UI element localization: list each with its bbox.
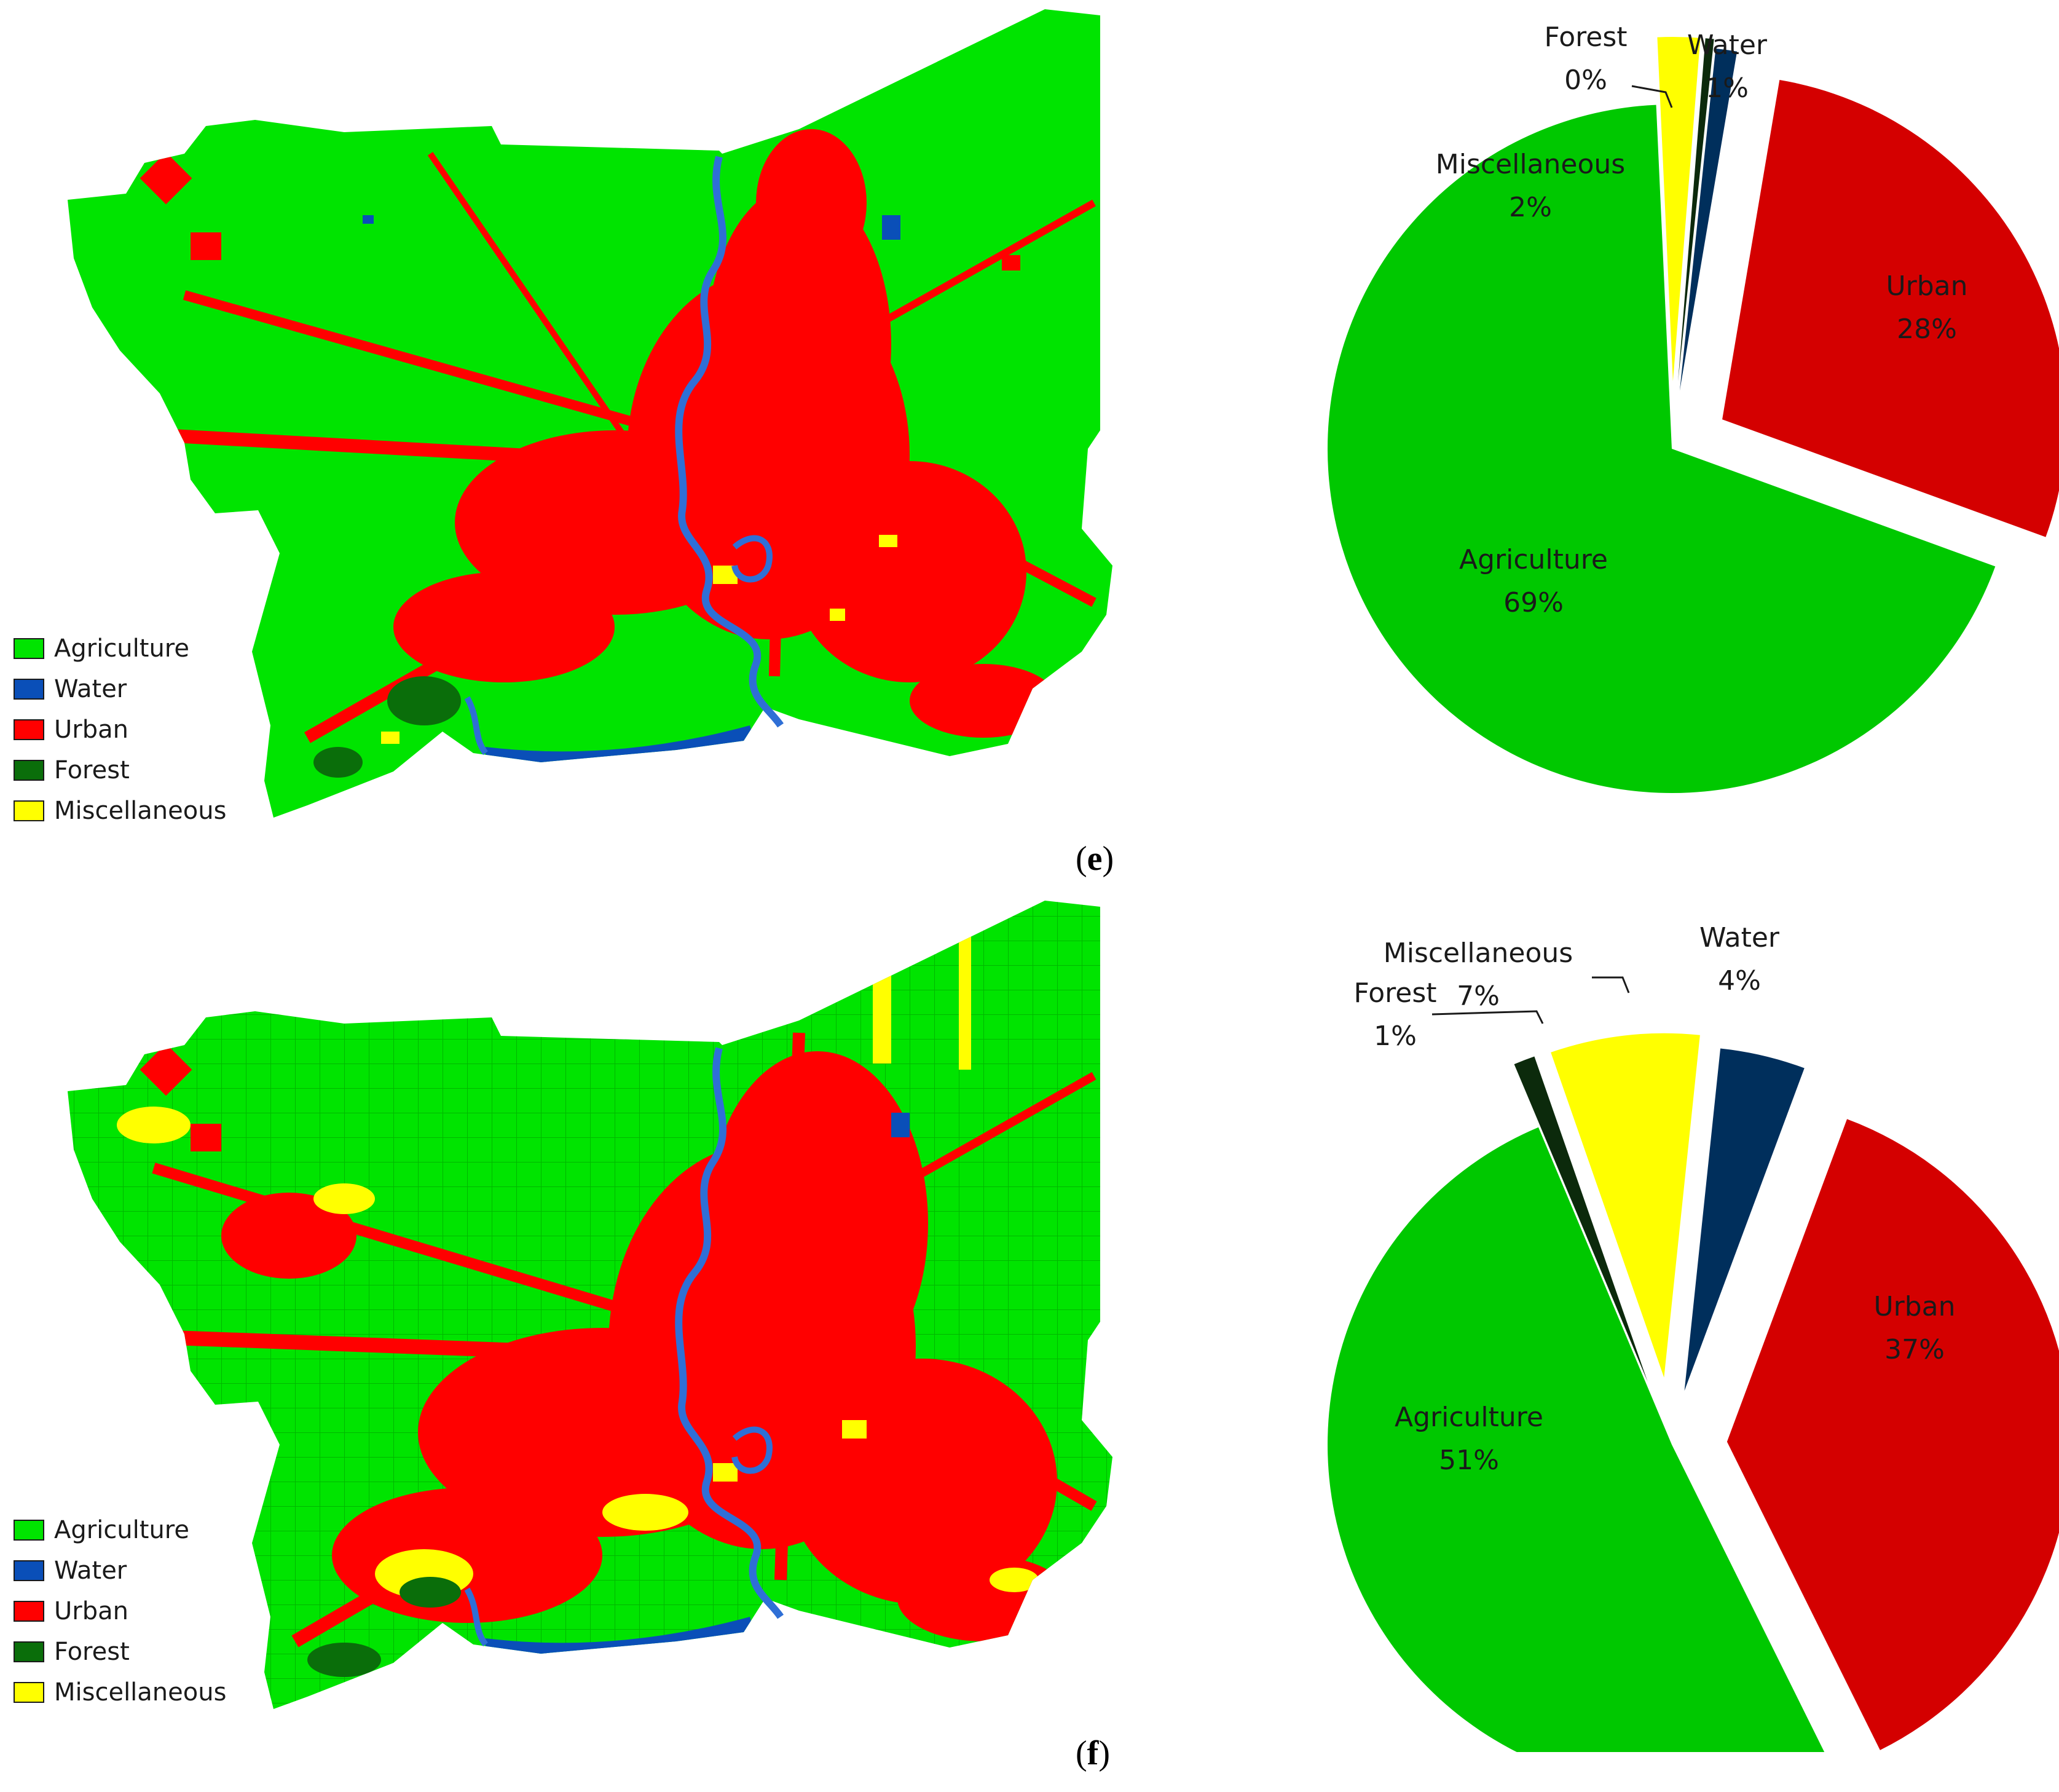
legend-label: Miscellaneous [54,1678,227,1707]
legend-label: Forest [54,1638,130,1666]
legend-item-miscellaneous: Miscellaneous [14,1672,226,1713]
legend-swatch-forest [14,760,44,781]
legend-label: Forest [54,756,130,784]
legend-item-agriculture: Agriculture [14,628,226,669]
pie-slice-agriculture [1328,1127,1825,1752]
legend-item-water: Water [14,669,226,709]
legend-label: Agriculture [54,1516,189,1544]
slice-label-water: Water 1% [1687,30,1768,104]
slice-label-urban: Urban 37% [1873,1291,1955,1365]
panel-label-e: (e) [1076,840,1114,878]
legend-swatch-water [14,1560,44,1581]
slice-label-miscellaneous: Miscellaneous 7% [1384,937,1573,1012]
pie-slice-forest [1514,1056,1648,1382]
legend-item-forest: Forest [14,750,226,791]
slice-label-forest: Forest 1% [1353,977,1436,1052]
pie-chart-e: Water 1% Urban 28% Agriculture 69% Miscellaneo… [1328,22,2059,793]
legend-swatch-urban [14,1601,44,1622]
panel-f: Agriculture Water Urban Forest Miscellan… [0,891,2059,1792]
land-use-map-e [68,9,1112,818]
pie-slice-water [1679,48,1738,391]
legend-item-urban: Urban [14,1591,226,1632]
panel-label-f: (f) [1076,1734,1110,1772]
map-legend: Agriculture Water Urban Forest Miscellan… [14,1510,226,1713]
panel-e: Agriculture Water Urban Forest Miscellan… [0,0,2059,885]
legend-item-urban: Urban [14,709,226,750]
pie-slice-water [1684,1048,1805,1391]
leader-line-forest [1631,85,1673,108]
legend-swatch-urban [14,719,44,740]
land-use-map-f [68,901,1112,1709]
leader-line-forest [1431,1010,1544,1024]
slice-label-miscellaneous: Miscellaneous 2% [1436,149,1625,223]
legend-label: Water [54,1557,127,1585]
map-legend: Agriculture Water Urban Forest Miscellan… [14,628,226,831]
legend-swatch-water [14,679,44,700]
slice-label-forest: Forest 0% [1544,22,1627,96]
pie-slice-miscellaneous [1551,1033,1700,1378]
slice-label-agriculture: Agriculture 69% [1459,544,1608,618]
pie-slice-urban [1726,1119,2059,1750]
slice-label-agriculture: Agriculture 51% [1395,1402,1543,1476]
legend-label: Miscellaneous [54,797,227,825]
legend-label: Urban [54,716,128,744]
pie-slice-miscellaneous [1657,37,1701,382]
pie-chart-f: Water 4% Urban 37% Agriculture 51% Forest 1%Mis… [1328,922,2059,1752]
legend-item-forest: Forest [14,1632,226,1672]
legend-label: Agriculture [54,634,189,663]
legend-label: Water [54,675,127,703]
pie-slice-agriculture [1328,105,1996,793]
leader-line-miscellaneous [1592,976,1630,993]
legend-swatch-miscellaneous [14,1682,44,1703]
legend-swatch-agriculture [14,638,44,659]
legend-item-water: Water [14,1550,226,1591]
legend-label: Urban [54,1597,128,1625]
legend-swatch-agriculture [14,1520,44,1541]
pie-slice-forest [1678,38,1714,382]
pie-slice-urban [1722,80,2059,537]
legend-item-agriculture: Agriculture [14,1510,226,1550]
legend-swatch-miscellaneous [14,800,44,821]
slice-label-urban: Urban 28% [1886,270,1967,345]
slice-label-water: Water 4% [1699,922,1780,997]
legend-swatch-forest [14,1641,44,1662]
legend-item-miscellaneous: Miscellaneous [14,791,226,831]
